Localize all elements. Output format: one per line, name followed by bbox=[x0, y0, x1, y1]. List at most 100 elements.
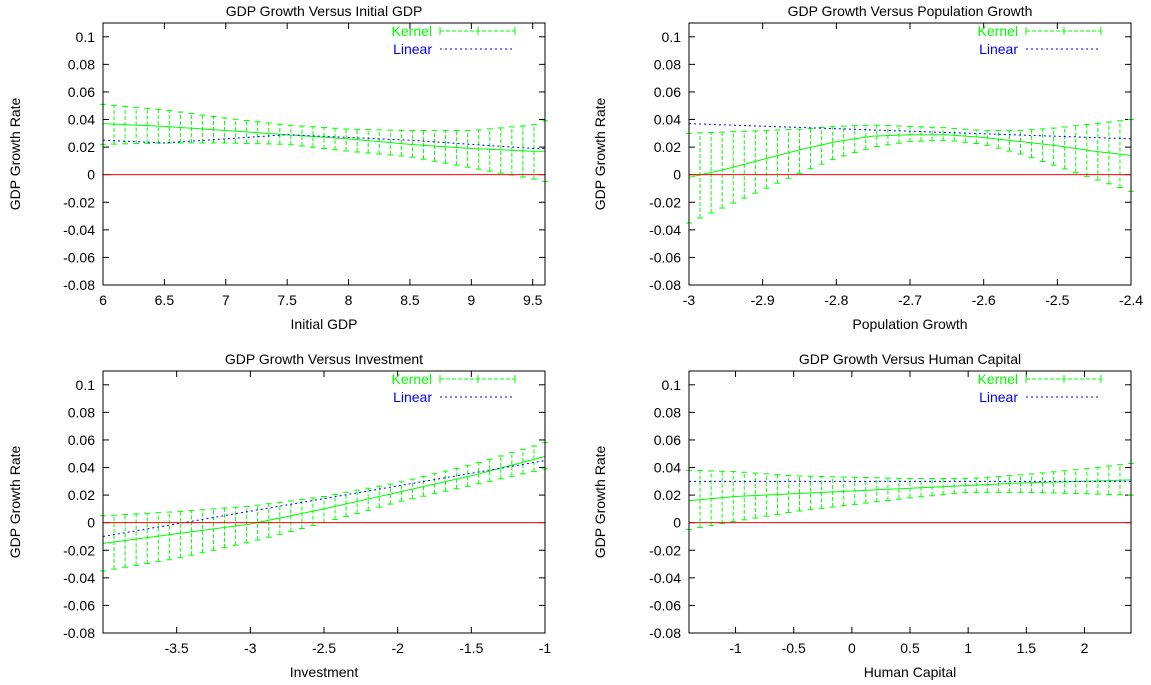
y-tick-label: 0.02 bbox=[654, 139, 681, 155]
y-tick-label: 0.1 bbox=[662, 377, 682, 393]
y-tick-label: 0.08 bbox=[68, 56, 95, 72]
y-tick-label: -0.04 bbox=[649, 570, 681, 586]
y-tick-label: 0.08 bbox=[68, 404, 95, 420]
y-axis-label: GDP Growth Rate bbox=[7, 446, 23, 559]
x-tick-label: -3 bbox=[683, 292, 696, 308]
plot-area bbox=[100, 442, 548, 572]
y-tick-label: 0.06 bbox=[68, 84, 95, 100]
x-tick-label: -1 bbox=[729, 640, 742, 656]
chart-panel-1: GDP Growth Versus Initial GDP Initial GDP… bbox=[7, 3, 548, 332]
chart-title: GDP Growth Versus Human Capital bbox=[799, 351, 1021, 367]
x-tick-label: -1.5 bbox=[459, 640, 483, 656]
plot-area bbox=[686, 119, 1134, 224]
y-tick-label: 0.04 bbox=[654, 112, 681, 128]
x-tick-label: -3 bbox=[244, 640, 257, 656]
y-tick-label: -0.08 bbox=[63, 277, 95, 293]
y-tick-label: -0.02 bbox=[649, 194, 681, 210]
x-tick-label: -2.9 bbox=[751, 292, 775, 308]
y-axis-label: GDP Growth Rate bbox=[7, 98, 23, 211]
x-tick-label: 1.5 bbox=[1017, 640, 1037, 656]
x-tick-label: 8.5 bbox=[400, 292, 420, 308]
y-tick-label: 0.06 bbox=[654, 432, 681, 448]
legend-linear-label: Linear bbox=[979, 389, 1018, 405]
chart-title: GDP Growth Versus Investment bbox=[225, 351, 423, 367]
chart-panel-3: GDP Growth Versus Investment Investment GD… bbox=[7, 351, 551, 680]
legend-kernel-label: Kernel bbox=[392, 371, 432, 387]
plot-area bbox=[686, 462, 1134, 531]
plot-frame bbox=[688, 370, 1132, 634]
x-tick-label: -2.4 bbox=[1119, 292, 1143, 308]
x-tick-label: 9 bbox=[467, 292, 475, 308]
x-tick-label: 7 bbox=[222, 292, 230, 308]
chart-title: GDP Growth Versus Population Growth bbox=[788, 3, 1033, 19]
y-tick-label: 0 bbox=[87, 515, 95, 531]
y-axis-label: GDP Growth Rate bbox=[592, 446, 608, 559]
y-tick-label: 0.1 bbox=[76, 377, 96, 393]
y-tick-label: 0.04 bbox=[68, 112, 95, 128]
y-tick-label: -0.02 bbox=[63, 542, 95, 558]
y-tick-label: 0.08 bbox=[654, 404, 681, 420]
legend-linear-label: Linear bbox=[979, 41, 1018, 57]
x-axis-label: Population Growth bbox=[852, 316, 967, 332]
y-tick-label: -0.06 bbox=[63, 249, 95, 265]
series-kernel-line bbox=[102, 123, 545, 152]
x-axis-label: Initial GDP bbox=[291, 316, 358, 332]
y-tick-label: -0.02 bbox=[63, 194, 95, 210]
x-tick-label: 7.5 bbox=[277, 292, 297, 308]
x-tick-label: -2.5 bbox=[1045, 292, 1069, 308]
x-tick-label: -0.5 bbox=[782, 640, 806, 656]
x-tick-label: 1 bbox=[964, 640, 972, 656]
y-tick-label: -0.06 bbox=[649, 597, 681, 613]
x-tick-label: 2 bbox=[1081, 640, 1089, 656]
y-tick-label: -0.08 bbox=[63, 625, 95, 641]
y-tick-label: 0.06 bbox=[68, 432, 95, 448]
y-tick-label: -0.06 bbox=[63, 597, 95, 613]
plot-frame bbox=[102, 370, 546, 634]
x-tick-label: -2 bbox=[391, 640, 404, 656]
y-tick-label: 0.02 bbox=[654, 487, 681, 503]
x-tick-label: 0.5 bbox=[900, 640, 920, 656]
x-axis-label: Investment bbox=[290, 664, 359, 680]
x-tick-label: 6.5 bbox=[155, 292, 175, 308]
x-tick-label: 6 bbox=[99, 292, 107, 308]
y-axis-label: GDP Growth Rate bbox=[592, 98, 608, 211]
x-tick-label: -2.8 bbox=[824, 292, 848, 308]
y-tick-label: -0.04 bbox=[63, 570, 95, 586]
y-tick-label: 0.1 bbox=[662, 29, 682, 45]
y-tick-label: -0.08 bbox=[649, 277, 681, 293]
series-linear-line bbox=[688, 123, 1132, 140]
x-tick-label: -2.7 bbox=[898, 292, 922, 308]
y-tick-label: -0.04 bbox=[63, 222, 95, 238]
y-tick-label: 0 bbox=[87, 167, 95, 183]
y-tick-label: 0.02 bbox=[68, 487, 95, 503]
x-tick-label: 0 bbox=[848, 640, 856, 656]
legend-kernel-label: Kernel bbox=[392, 23, 432, 39]
series-kernel-line bbox=[688, 134, 1132, 178]
series-linear-line bbox=[102, 134, 545, 149]
x-tick-label: -1 bbox=[539, 640, 552, 656]
x-tick-label: -2.6 bbox=[972, 292, 996, 308]
y-tick-label: 0.1 bbox=[76, 29, 96, 45]
x-tick-label: -2.5 bbox=[312, 640, 336, 656]
x-tick-label: 8 bbox=[345, 292, 353, 308]
y-tick-label: 0.04 bbox=[654, 460, 681, 476]
plot-frame bbox=[688, 22, 1132, 286]
y-tick-label: -0.04 bbox=[649, 222, 681, 238]
legend-linear-label: Linear bbox=[393, 41, 432, 57]
y-tick-label: 0 bbox=[673, 515, 681, 531]
plot-frame bbox=[102, 22, 546, 286]
y-tick-label: 0.08 bbox=[654, 56, 681, 72]
chart-title: GDP Growth Versus Initial GDP bbox=[226, 3, 423, 19]
legend-kernel-label: Kernel bbox=[978, 371, 1018, 387]
y-tick-label: 0.06 bbox=[654, 84, 681, 100]
y-tick-label: 0.02 bbox=[68, 139, 95, 155]
x-axis-label: Human Capital bbox=[864, 664, 957, 680]
chart-panel-4: GDP Growth Versus Human Capital Human Cap… bbox=[592, 351, 1134, 680]
x-tick-label: 9.5 bbox=[523, 292, 543, 308]
x-tick-label: -3.5 bbox=[165, 640, 189, 656]
series-kernel-line bbox=[102, 456, 546, 544]
chart-panel-2: GDP Growth Versus Population Growth Popul… bbox=[592, 3, 1143, 332]
legend-kernel-label: Kernel bbox=[978, 23, 1018, 39]
plot-area bbox=[100, 103, 548, 183]
